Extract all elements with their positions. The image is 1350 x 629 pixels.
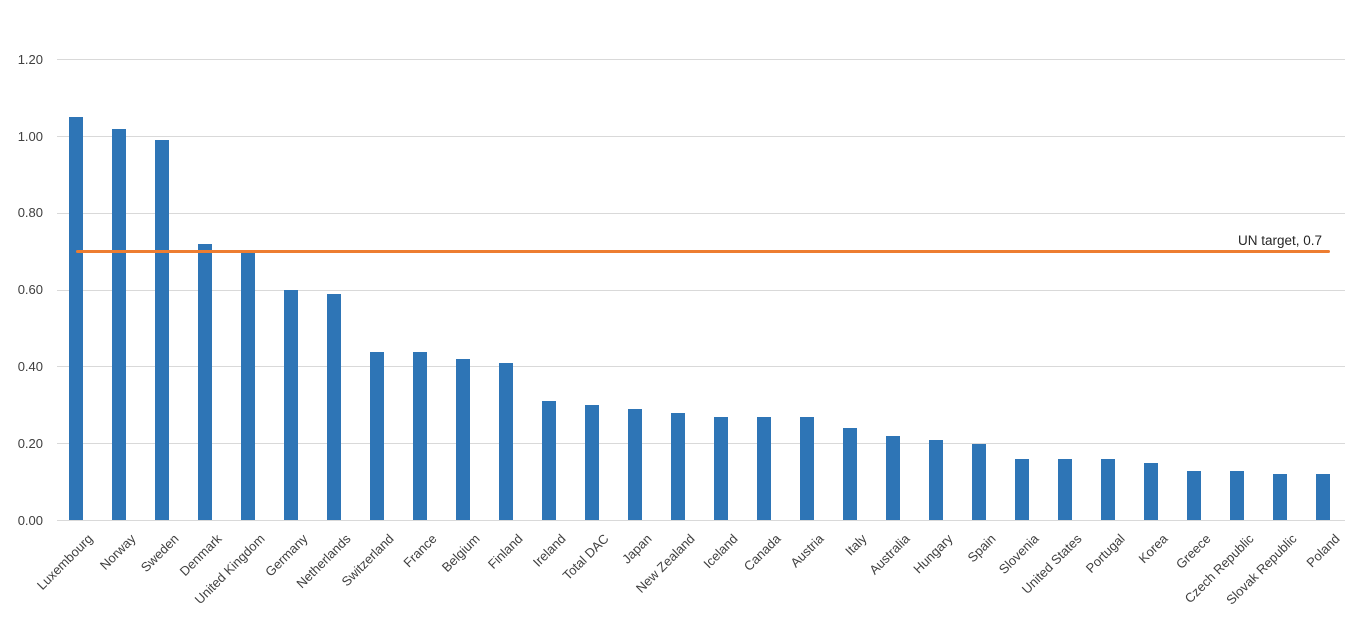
bar-greece (1187, 470, 1201, 521)
y-axis-tick-label: 1.20 (17, 51, 43, 67)
gridline (57, 136, 1345, 137)
bar-norway (112, 128, 126, 521)
bar-australia (886, 436, 900, 521)
bar-switzerland (370, 351, 384, 521)
y-axis-tick-label: 1.00 (17, 128, 43, 144)
bar-portugal (1101, 459, 1115, 521)
bar-finland (499, 363, 513, 521)
bar-slovak-republic (1273, 474, 1287, 521)
gridline (57, 366, 1345, 368)
gridline (57, 289, 1345, 291)
bar-luxembourg (69, 117, 83, 521)
bar-germany (284, 290, 298, 521)
bar-austria (800, 416, 814, 521)
y-axis-tick-label: 0.60 (17, 282, 43, 298)
bar-hungary (929, 439, 943, 521)
bar-czech-republic (1230, 470, 1244, 521)
un-target-line (76, 250, 1330, 254)
y-axis-tick-label: 0.20 (17, 435, 43, 451)
y-axis-tick-label: 0.80 (17, 205, 43, 221)
gridline (57, 59, 1345, 61)
gridline (57, 212, 1345, 214)
bar-france (413, 351, 427, 521)
bar-slovenia (1015, 459, 1029, 521)
bar-new-zealand (671, 412, 685, 521)
bar-spain (972, 443, 986, 521)
y-axis-tick-label: 0.00 (17, 512, 43, 528)
bar-canada (757, 416, 771, 521)
gridline (57, 520, 1345, 521)
bar-united-states (1058, 459, 1072, 521)
un-target-label: UN target, 0.7 (1237, 232, 1322, 248)
bar-italy (843, 428, 857, 521)
bar-netherlands (327, 293, 341, 521)
bar-japan (628, 409, 642, 521)
bar-belgium (456, 359, 470, 521)
bar-ireland (542, 401, 556, 521)
bar-poland (1316, 474, 1330, 521)
bar-sweden (155, 140, 169, 521)
y-axis-tick-label: 0.40 (17, 358, 43, 374)
bar-united-kingdom (241, 251, 255, 521)
bar-iceland (714, 416, 728, 521)
bar-denmark (198, 244, 212, 521)
gridline (57, 443, 1345, 445)
bar-total-dac (585, 405, 599, 521)
bar-korea (1144, 462, 1158, 521)
